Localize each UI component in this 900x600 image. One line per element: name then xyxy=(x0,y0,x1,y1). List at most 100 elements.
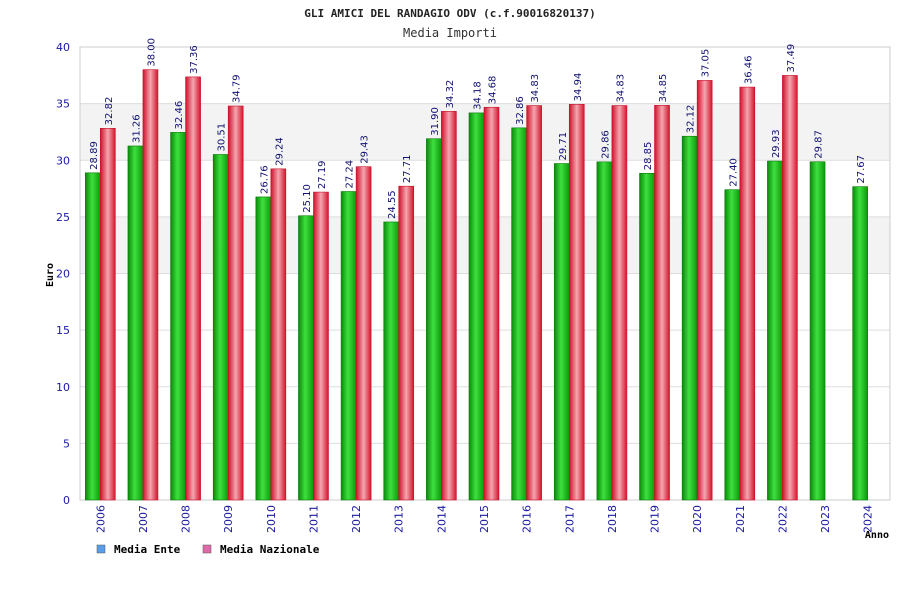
bar-media-nazionale xyxy=(654,105,670,501)
chart-title: GLI AMICI DEL RANDAGIO ODV (c.f.90016820… xyxy=(304,7,595,20)
bar-media-ente xyxy=(724,189,741,501)
value-label: 32.86 xyxy=(515,96,526,125)
bar-media-ente xyxy=(511,127,527,501)
value-label: 27.71 xyxy=(402,155,413,184)
bar-media-nazionale xyxy=(355,166,372,501)
y-tick-label: 10 xyxy=(56,381,70,394)
value-label: 36.46 xyxy=(743,55,754,84)
x-tick-label: 2023 xyxy=(819,505,832,533)
x-tick-label: 2014 xyxy=(435,505,448,533)
x-tick-label: 2010 xyxy=(265,505,278,533)
bar-media-ente xyxy=(340,191,357,501)
value-label: 34.94 xyxy=(573,73,584,102)
bar-media-ente xyxy=(212,154,229,501)
y-tick-label: 40 xyxy=(56,41,70,54)
bar-media-nazionale xyxy=(739,86,756,501)
y-axis-label: Euro xyxy=(45,263,56,287)
bar-media-nazionale xyxy=(611,105,628,501)
y-tick-label: 15 xyxy=(56,324,70,337)
bar-media-ente xyxy=(170,132,186,501)
value-label: 25.10 xyxy=(302,184,313,213)
bar-media-ente xyxy=(681,135,698,501)
value-label: 29.87 xyxy=(814,130,825,159)
chart-subtitle: Media Importi xyxy=(403,26,497,40)
value-label: 32.46 xyxy=(174,101,185,130)
value-label: 31.26 xyxy=(131,114,142,143)
bar-media-nazionale xyxy=(100,128,116,501)
value-label: 37.49 xyxy=(786,44,797,73)
x-tick-label: 2022 xyxy=(776,505,789,533)
bar-media-ente xyxy=(468,112,485,501)
bar-media-nazionale xyxy=(568,104,585,501)
value-label: 27.24 xyxy=(345,160,356,189)
y-tick-label: 30 xyxy=(56,154,70,167)
legend-item-media-ente: Media Ente xyxy=(96,543,181,556)
x-tick-label: 2012 xyxy=(350,505,363,533)
y-tick-label: 25 xyxy=(56,211,70,224)
bar-media-ente xyxy=(596,161,613,501)
value-label: 34.68 xyxy=(488,76,499,105)
x-tick-label: 2015 xyxy=(478,505,491,533)
bar-media-ente xyxy=(553,163,570,501)
x-tick-label: 2020 xyxy=(691,505,704,533)
bar-media-nazionale xyxy=(483,106,500,501)
x-tick-label: 2017 xyxy=(563,505,576,533)
x-tick-label: 2009 xyxy=(222,505,235,533)
x-tick-label: 2024 xyxy=(862,505,875,533)
x-axis-label: Anno xyxy=(865,530,889,541)
value-label: 32.12 xyxy=(686,105,697,134)
value-label: 29.93 xyxy=(771,129,782,158)
value-label: 38.00 xyxy=(146,38,157,67)
x-axis-ticks: 2006 2007 2008 2009 2010 2011 2012 2013 2014 2015… xyxy=(94,505,874,533)
value-label: 29.24 xyxy=(274,137,285,166)
bars xyxy=(85,69,868,501)
bar-media-ente xyxy=(127,145,144,501)
value-label: 27.40 xyxy=(728,158,739,187)
bar-media-ente xyxy=(767,160,783,501)
x-tick-label: 2011 xyxy=(307,505,320,533)
bar-media-ente xyxy=(298,215,314,501)
x-tick-label: 2007 xyxy=(137,505,150,533)
bar-media-nazionale xyxy=(270,168,287,501)
bar-media-nazionale xyxy=(227,105,244,501)
bar-media-nazionale xyxy=(782,75,798,501)
bar-media-nazionale xyxy=(526,105,542,501)
value-label: 34.83 xyxy=(615,74,626,103)
value-label: 27.67 xyxy=(856,155,867,184)
value-label: 29.43 xyxy=(360,135,371,164)
bar-media-nazionale xyxy=(313,191,329,501)
value-label: 24.55 xyxy=(387,190,398,219)
bar-media-ente xyxy=(852,186,868,501)
value-label: 26.76 xyxy=(259,165,270,194)
legend: Media Ente Media Nazionale xyxy=(96,543,320,556)
y-tick-label: 35 xyxy=(56,98,70,111)
value-label: 34.32 xyxy=(445,80,456,109)
bar-media-nazionale xyxy=(398,185,415,501)
legend-item-media-nazionale: Media Nazionale xyxy=(202,543,320,556)
bar-media-nazionale xyxy=(696,80,713,501)
legend-swatch-media-nazionale xyxy=(202,544,212,554)
value-label: 34.79 xyxy=(232,74,243,103)
bar-media-ente xyxy=(809,161,826,501)
bar-media-ente xyxy=(426,138,442,501)
value-label: 29.71 xyxy=(558,132,569,161)
value-labels: 28.89 32.82 31.26 38.00 32.46 37.36 30.51 34.79… xyxy=(89,38,867,219)
bar-media-nazionale xyxy=(185,76,201,501)
x-tick-label: 2013 xyxy=(393,505,406,533)
y-tick-label: 0 xyxy=(63,494,70,507)
value-label: 28.89 xyxy=(89,141,100,170)
x-tick-label: 2019 xyxy=(649,505,662,533)
bar-media-nazionale xyxy=(142,69,159,501)
legend-swatch-media-ente xyxy=(96,544,106,554)
x-tick-label: 2008 xyxy=(180,505,193,533)
bar-media-ente xyxy=(383,221,400,501)
value-label: 37.36 xyxy=(189,45,200,74)
x-tick-label: 2021 xyxy=(734,505,747,533)
value-label: 34.18 xyxy=(473,81,484,110)
value-label: 32.82 xyxy=(104,97,115,126)
value-label: 37.05 xyxy=(701,49,712,78)
y-tick-label: 20 xyxy=(56,268,70,281)
value-label: 29.86 xyxy=(600,130,611,159)
x-tick-label: 2006 xyxy=(94,505,107,533)
